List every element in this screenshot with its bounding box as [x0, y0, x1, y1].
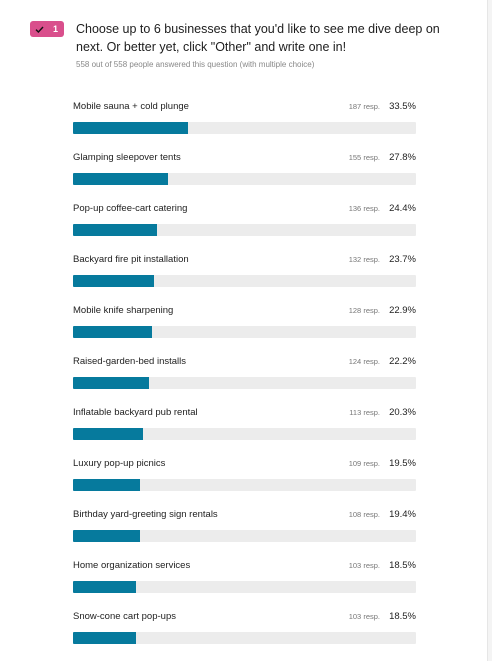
option-response-count: 109 resp.	[348, 459, 380, 468]
option-response-count: 103 resp.	[348, 561, 380, 570]
option-response-count: 103 resp.	[348, 612, 380, 621]
response-summary: 558 out of 558 people answered this ques…	[76, 60, 315, 69]
option-response-count: 155 resp.	[348, 153, 380, 162]
option-label: Inflatable backyard pub rental	[73, 407, 198, 418]
option-bar-track	[73, 326, 416, 338]
option-response-count: 132 resp.	[348, 255, 380, 264]
option-bar-track	[73, 377, 416, 389]
option-percent: 22.9%	[389, 305, 416, 316]
question-badge: 1	[30, 21, 64, 37]
option-label: Home organization services	[73, 560, 191, 571]
option-bar-track	[73, 632, 416, 644]
option-response-count: 124 resp.	[348, 357, 380, 366]
option-bar-fill	[73, 428, 143, 440]
option-row: Inflatable backyard pub rental 113 resp. 2…	[73, 406, 417, 457]
option-percent: 19.5%	[389, 458, 416, 469]
option-bar-track	[73, 479, 416, 491]
check-icon	[35, 26, 44, 33]
option-response-count: 108 resp.	[348, 510, 380, 519]
option-row: Mobile sauna + cold plunge 187 resp. 33.5%	[73, 100, 417, 151]
option-bar-fill	[73, 530, 140, 542]
option-row: Birthday yard-greeting sign rentals 108 r…	[73, 508, 417, 559]
option-bar-fill	[73, 224, 157, 236]
option-row: Raised-garden-bed installs 124 resp. 22.2%	[73, 355, 417, 406]
option-percent: 20.3%	[389, 407, 416, 418]
options-list: Mobile sauna + cold plunge 187 resp. 33.5%…	[73, 100, 417, 661]
option-label: Luxury pop-up picnics	[73, 458, 166, 469]
option-bar-fill	[73, 377, 150, 389]
question-number: 1	[52, 24, 58, 34]
option-label: Mobile sauna + cold plunge	[73, 101, 189, 112]
option-bar-track	[73, 530, 416, 542]
option-bar-track	[73, 173, 416, 185]
option-percent: 18.5%	[389, 560, 416, 571]
option-row: Pop-up coffee-cart catering 136 resp. 24.4…	[73, 202, 417, 253]
option-bar-fill	[73, 479, 140, 491]
option-bar-fill	[73, 581, 137, 593]
question-text: Choose up to 6 businesses that you'd lik…	[76, 22, 440, 54]
option-percent: 19.4%	[389, 509, 416, 520]
option-response-count: 187 resp.	[348, 102, 380, 111]
option-row: Backyard fire pit installation 132 resp. 2…	[73, 253, 417, 304]
option-bar-track	[73, 122, 416, 134]
option-bar-track	[73, 581, 416, 593]
option-response-count: 136 resp.	[348, 204, 380, 213]
option-response-count: 113 resp.	[349, 408, 380, 417]
option-response-count: 128 resp.	[348, 306, 380, 315]
option-percent: 22.2%	[389, 356, 416, 367]
option-row: Luxury pop-up picnics 109 resp. 19.5%	[73, 457, 417, 508]
option-label: Mobile knife sharpening	[73, 305, 174, 316]
option-percent: 23.7%	[389, 254, 416, 265]
option-row: Glamping sleepover tents 155 resp. 27.8%	[73, 151, 417, 202]
option-percent: 27.8%	[389, 152, 416, 163]
option-percent: 18.5%	[389, 611, 416, 622]
option-bar-track	[73, 224, 416, 236]
option-row: Home organization services 103 resp. 18.5%	[73, 559, 417, 610]
option-row: Mobile knife sharpening 128 resp. 22.9%	[73, 304, 417, 355]
option-label: Pop-up coffee-cart catering	[73, 203, 188, 214]
option-bar-track	[73, 275, 416, 287]
option-bar-fill	[73, 632, 137, 644]
option-bar-fill	[73, 326, 152, 338]
option-percent: 24.4%	[389, 203, 416, 214]
option-percent: 33.5%	[389, 101, 416, 112]
option-bar-fill	[73, 275, 155, 287]
option-bar-fill	[73, 122, 188, 134]
option-bar-track	[73, 428, 416, 440]
option-label: Backyard fire pit installation	[73, 254, 189, 265]
option-row: Snow-cone cart pop-ups 103 resp. 18.5%	[73, 610, 417, 661]
option-label: Glamping sleepover tents	[73, 152, 181, 163]
option-label: Birthday yard-greeting sign rentals	[73, 509, 218, 520]
option-label: Raised-garden-bed installs	[73, 356, 187, 367]
option-bar-fill	[73, 173, 169, 185]
option-label: Snow-cone cart pop-ups	[73, 611, 176, 622]
